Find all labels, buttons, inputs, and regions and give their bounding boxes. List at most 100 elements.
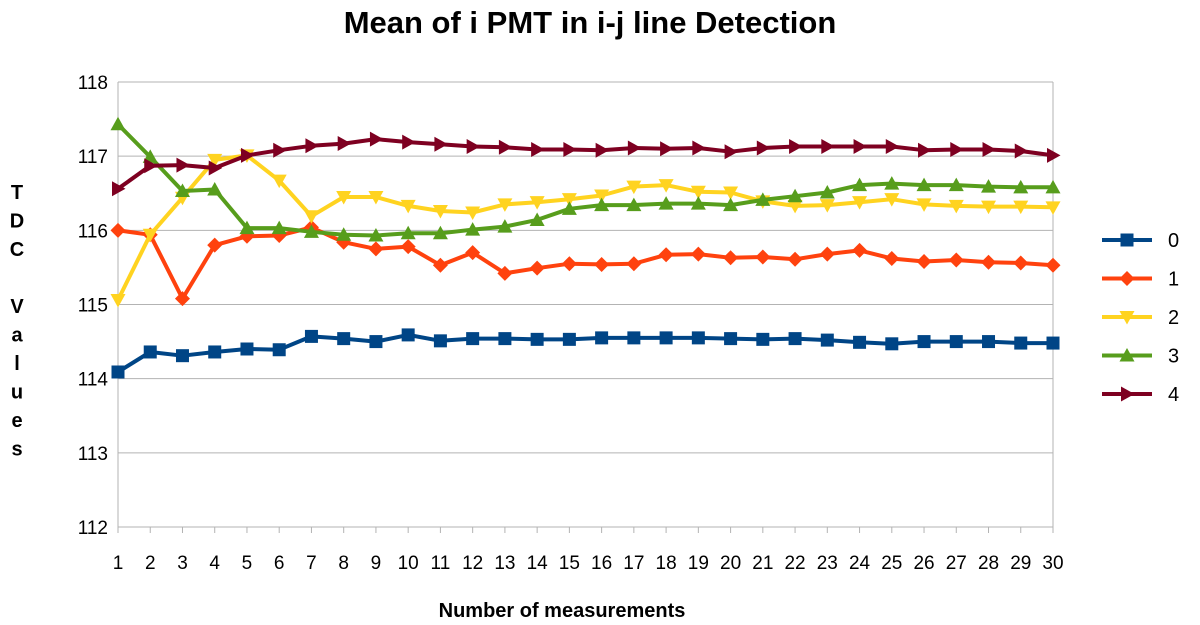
x-tick-label: 23 xyxy=(817,553,838,574)
x-tick-label: 27 xyxy=(946,553,967,574)
data-point xyxy=(627,140,642,156)
data-point xyxy=(1014,143,1029,159)
data-point xyxy=(692,140,706,156)
y-axis-label-char: s xyxy=(11,439,22,461)
y-axis-tick-labels: 112 113 114 115 116 117 118 xyxy=(78,73,109,539)
data-point xyxy=(529,260,545,276)
x-tick-label: 22 xyxy=(784,553,805,574)
data-point xyxy=(594,189,610,203)
data-point xyxy=(1014,336,1028,350)
data-point xyxy=(529,212,545,226)
data-point xyxy=(336,190,352,205)
y-tick-label: 113 xyxy=(78,444,108,465)
legend-item-3: 3 xyxy=(1102,346,1179,368)
data-point xyxy=(208,160,223,176)
legend-label: 3 xyxy=(1168,346,1179,368)
data-point xyxy=(690,246,706,262)
data-point xyxy=(982,335,996,349)
data-point xyxy=(820,333,834,347)
data-point xyxy=(110,222,126,238)
data-point xyxy=(239,220,255,235)
data-point xyxy=(1013,179,1029,194)
data-point xyxy=(918,142,932,158)
data-point xyxy=(756,332,770,346)
series-line-0 xyxy=(116,332,1053,374)
data-point xyxy=(368,190,384,205)
data-point xyxy=(884,176,900,190)
data-point xyxy=(852,196,868,210)
data-point xyxy=(304,329,318,343)
data-point xyxy=(724,144,739,160)
data-point xyxy=(949,335,963,349)
data-point xyxy=(821,139,835,155)
data-point xyxy=(723,186,739,201)
data-point xyxy=(240,342,254,356)
series-0 xyxy=(111,328,1060,379)
data-point xyxy=(142,228,158,243)
data-point xyxy=(497,265,513,281)
y-axis-label-char: D xyxy=(10,211,24,233)
data-point xyxy=(368,228,384,242)
data-point xyxy=(432,225,448,240)
data-point xyxy=(1013,200,1029,215)
data-point xyxy=(369,335,383,349)
data-point xyxy=(916,253,932,269)
x-tick-label: 20 xyxy=(720,553,741,574)
data-point xyxy=(981,179,997,193)
data-point xyxy=(271,174,287,189)
y-axis-label-char: V xyxy=(10,296,24,318)
data-point xyxy=(627,331,641,345)
data-point xyxy=(1045,201,1061,215)
x-tick-label: 4 xyxy=(209,553,220,574)
data-point xyxy=(143,345,157,359)
x-tick-label: 1 xyxy=(113,553,124,574)
legend-item-2: 2 xyxy=(1102,307,1179,329)
x-tick-label: 12 xyxy=(462,553,483,574)
data-point xyxy=(497,219,513,233)
data-point xyxy=(853,335,867,349)
legend-marker xyxy=(1121,386,1135,402)
data-point xyxy=(465,245,481,261)
data-point xyxy=(434,136,448,152)
data-point xyxy=(1045,257,1061,273)
data-point xyxy=(303,210,319,224)
data-point xyxy=(724,332,738,346)
data-point xyxy=(466,332,480,346)
y-axis-label-char: e xyxy=(11,410,22,432)
data-point xyxy=(175,349,189,363)
legend-label: 1 xyxy=(1168,269,1179,291)
data-point xyxy=(337,136,352,152)
data-point xyxy=(561,256,577,272)
data-point xyxy=(402,134,416,150)
x-tick-label: 17 xyxy=(623,553,644,574)
data-point xyxy=(594,256,610,272)
data-point xyxy=(1046,336,1060,350)
data-point xyxy=(433,334,447,348)
data-point xyxy=(1013,255,1029,271)
data-point xyxy=(853,139,868,155)
data-point xyxy=(626,197,642,212)
data-point xyxy=(207,153,223,168)
data-point xyxy=(658,196,674,210)
data-point xyxy=(981,254,997,270)
legend-label: 4 xyxy=(1168,384,1179,406)
data-point xyxy=(207,237,223,253)
data-point xyxy=(176,157,190,173)
data-point xyxy=(885,337,899,351)
legend-item-1: 1 xyxy=(1102,269,1179,291)
series-line-3 xyxy=(116,122,1053,238)
data-point xyxy=(690,196,706,210)
data-point xyxy=(400,199,416,214)
data-point xyxy=(110,116,126,131)
data-point xyxy=(948,252,964,268)
x-tick-label: 8 xyxy=(338,553,349,574)
y-tick-label: 115 xyxy=(78,296,108,317)
x-tick-label: 11 xyxy=(431,553,451,574)
x-tick-label: 26 xyxy=(913,553,934,574)
data-point xyxy=(982,141,997,157)
data-point xyxy=(531,141,545,157)
data-point xyxy=(788,332,802,346)
data-point xyxy=(240,147,255,163)
legend-label: 0 xyxy=(1168,230,1179,252)
data-point xyxy=(561,193,577,207)
